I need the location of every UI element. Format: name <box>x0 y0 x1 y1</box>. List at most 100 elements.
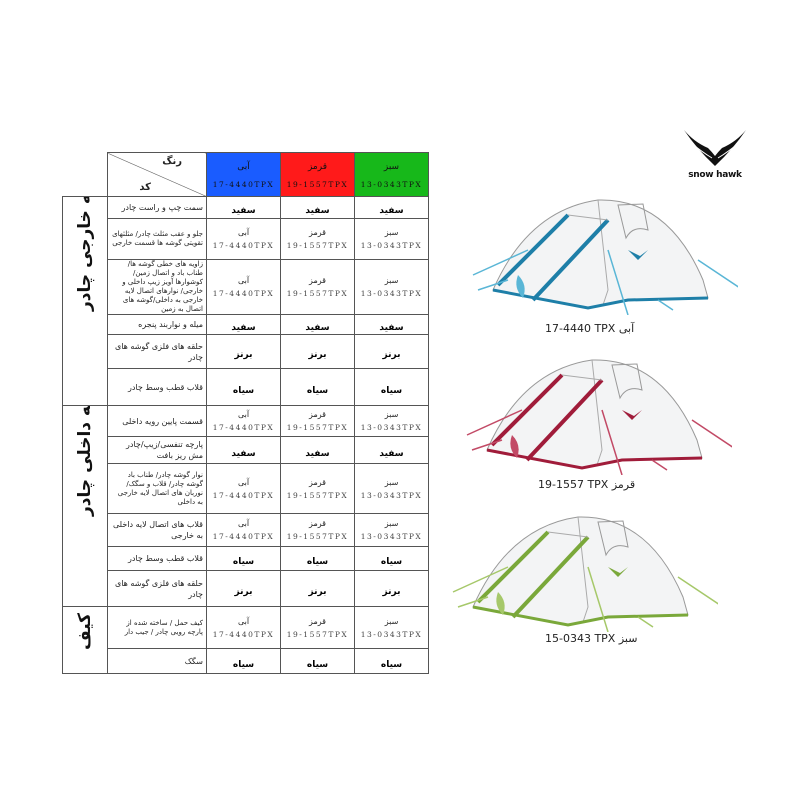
color-value-cell: قرمز 19-1557TPX <box>280 218 355 260</box>
color-name: قرمز <box>309 477 326 487</box>
color-code: 13-0343TPX <box>360 289 423 298</box>
color-value-cell: سفید <box>280 314 355 335</box>
part-description: قلاب قطب وسط چادر <box>107 368 207 406</box>
color-value-cell: سفید <box>354 196 429 219</box>
color-value-cell: سفید <box>206 196 281 219</box>
color-value-cell: برنز <box>280 570 355 607</box>
color-value-cell: سیاه <box>280 648 355 674</box>
color-name: سبز <box>384 228 399 237</box>
value-text: سفید <box>231 448 256 459</box>
part-description: حلقه های فلزی گوشه های چادر <box>107 570 207 607</box>
color-name: سبز <box>384 519 399 528</box>
header-green: سبز 13-0343TPX <box>354 152 429 197</box>
value-text: برنز <box>382 350 401 360</box>
table-row: حلقه های فلزی گوشه های چادر برنز برنز برنز <box>63 570 429 607</box>
color-value-cell: سفید <box>280 196 355 219</box>
color-code: 13-0343TPX <box>360 180 423 189</box>
table-row: نوار گوشه چادر/ طناب باد گوشه چادر/ قلاب… <box>63 463 429 514</box>
part-description: حلقه های فلزی گوشه های چادر <box>107 334 207 369</box>
table-row: حلقه های فلزی گوشه های چادر برنز برنز برنز <box>63 334 429 369</box>
color-value-cell: سیاه <box>354 648 429 674</box>
color-value-cell: سفید <box>280 436 355 464</box>
color-code: 19-1557TPX <box>286 629 349 639</box>
color-name: آبی <box>237 162 250 172</box>
table-row: پارچه تنفسی/زیپ/چادر مش ریز بافت سفید سفید… <box>63 436 429 464</box>
color-value-cell: برنز <box>354 334 429 369</box>
color-value-cell: سیاه <box>280 546 355 571</box>
color-value-cell: برنز <box>206 334 281 369</box>
header-blue: آبی 17-4440TPX <box>206 152 281 197</box>
header-red: قرمز 19-1557TPX <box>280 152 355 197</box>
value-text: برنز <box>382 587 401 597</box>
value-text: سفید <box>379 323 404 333</box>
tent-color-caption: 19-1557 TPX قرمز <box>538 478 636 491</box>
color-value-cell: قرمز 19-1557TPX <box>280 259 355 315</box>
color-value-cell: سیاه <box>280 368 355 406</box>
value-text: سیاه <box>232 659 255 670</box>
snow-hawk-logo: snow hawk <box>682 128 748 180</box>
table-row: رویه داخلی چادر قسمت پایین رویه داخلی آبی 1… <box>62 405 429 607</box>
part-description: نوار گوشه چادر/ طناب باد گوشه چادر/ قلاب… <box>107 463 207 514</box>
color-value-cell: سبز 13-0343TPX <box>354 606 429 649</box>
color-value-cell: آبی 17-4440TPX <box>206 463 281 514</box>
part-description: جلو و عقب مثلث چادر/ مثلثهای تقویتی گوشه… <box>107 218 207 260</box>
value-text: سفید <box>379 206 404 216</box>
color-name: قرمز <box>309 616 326 626</box>
group-label: رویه خارجی چادر <box>75 196 95 312</box>
part-description: قلاب های اتصال لایه داخلی به خارجی <box>107 513 207 547</box>
color-code: 19-1557TPX <box>286 289 349 298</box>
color-value-cell: سفید <box>206 314 281 335</box>
color-value-cell: آبی 17-4440TPX <box>206 606 281 649</box>
color-code: 19-1557TPX <box>286 241 349 250</box>
value-text: سفید <box>305 206 330 216</box>
color-code: 17-4440TPX <box>212 289 275 298</box>
color-value-cell: قرمز 19-1557TPX <box>280 463 355 514</box>
value-text: سفید <box>379 448 404 459</box>
color-value-cell: سبز 13-0343TPX <box>354 259 429 315</box>
value-text: سفید <box>231 206 256 216</box>
color-name: سبز <box>383 162 400 172</box>
color-code: 13-0343TPX <box>360 241 423 250</box>
part-description: سمت چپ و راست چادر <box>107 196 207 219</box>
table-row: قلاب قطب وسط چادر سیاه سیاه سیاه <box>63 546 429 571</box>
value-text: سفید <box>305 448 330 459</box>
color-code: 17-4440TPX <box>212 490 275 500</box>
color-code: 17-4440TPX <box>212 532 275 541</box>
header-corner: رنگ کد <box>107 152 207 197</box>
color-name: قرمز <box>309 410 326 419</box>
color-value-cell: سیاه <box>206 368 281 406</box>
color-value-cell: قرمز 19-1557TPX <box>280 513 355 547</box>
value-text: سیاه <box>306 557 329 567</box>
color-code: 13-0343TPX <box>360 532 423 541</box>
group-label-cell: رویه داخلی چادر <box>62 405 108 607</box>
color-name: قرمز <box>309 228 326 237</box>
color-spec-table: رنگ کد آبی 17-4440TPX قرمز 19-1557TPX سبز 1… <box>62 152 429 674</box>
color-name: قرمز <box>309 276 326 285</box>
color-code: 13-0343TPX <box>360 423 423 432</box>
part-description: قلاب قطب وسط چادر <box>107 546 207 571</box>
tent-color-caption: 15-0343 TPX سبز <box>545 632 638 645</box>
color-value-cell: آبی 17-4440TPX <box>206 405 281 437</box>
color-code: 13-0343TPX <box>360 490 423 500</box>
table-row: سگک سیاه سیاه سیاه <box>63 648 429 674</box>
table-row: زاویه های خطی گوشه ها/ طناب باد و اتصال … <box>63 259 429 315</box>
color-name: سبز <box>384 276 399 285</box>
part-description: پارچه تنفسی/زیپ/چادر مش ریز بافت <box>107 436 207 464</box>
color-name: سبز <box>384 477 399 487</box>
color-name: آبی <box>237 477 250 487</box>
value-text: برنز <box>234 587 253 597</box>
color-value-cell: سیاه <box>206 546 281 571</box>
empty-corner <box>62 152 108 197</box>
table-row: رویه خارجی چادر سمت چپ و راست چادر سفید سفی… <box>62 196 429 406</box>
color-name: آبی <box>237 276 250 285</box>
color-value-cell: آبی 17-4440TPX <box>206 218 281 260</box>
color-code: 19-1557TPX <box>286 423 349 432</box>
value-text: برنز <box>308 350 327 360</box>
value-text: سیاه <box>380 385 403 396</box>
color-value-cell: قرمز 19-1557TPX <box>280 405 355 437</box>
part-description: کیف حمل / ساخته شده از پارچه رویی چادر /… <box>107 606 207 649</box>
color-code: 17-4440TPX <box>212 180 275 189</box>
value-text: سیاه <box>306 385 329 396</box>
color-value-cell: سیاه <box>206 648 281 674</box>
color-name: آبی <box>237 519 250 528</box>
